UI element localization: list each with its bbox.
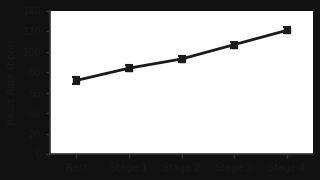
Y-axis label: Heart Rate (bpm): Heart Rate (bpm): [7, 40, 17, 125]
